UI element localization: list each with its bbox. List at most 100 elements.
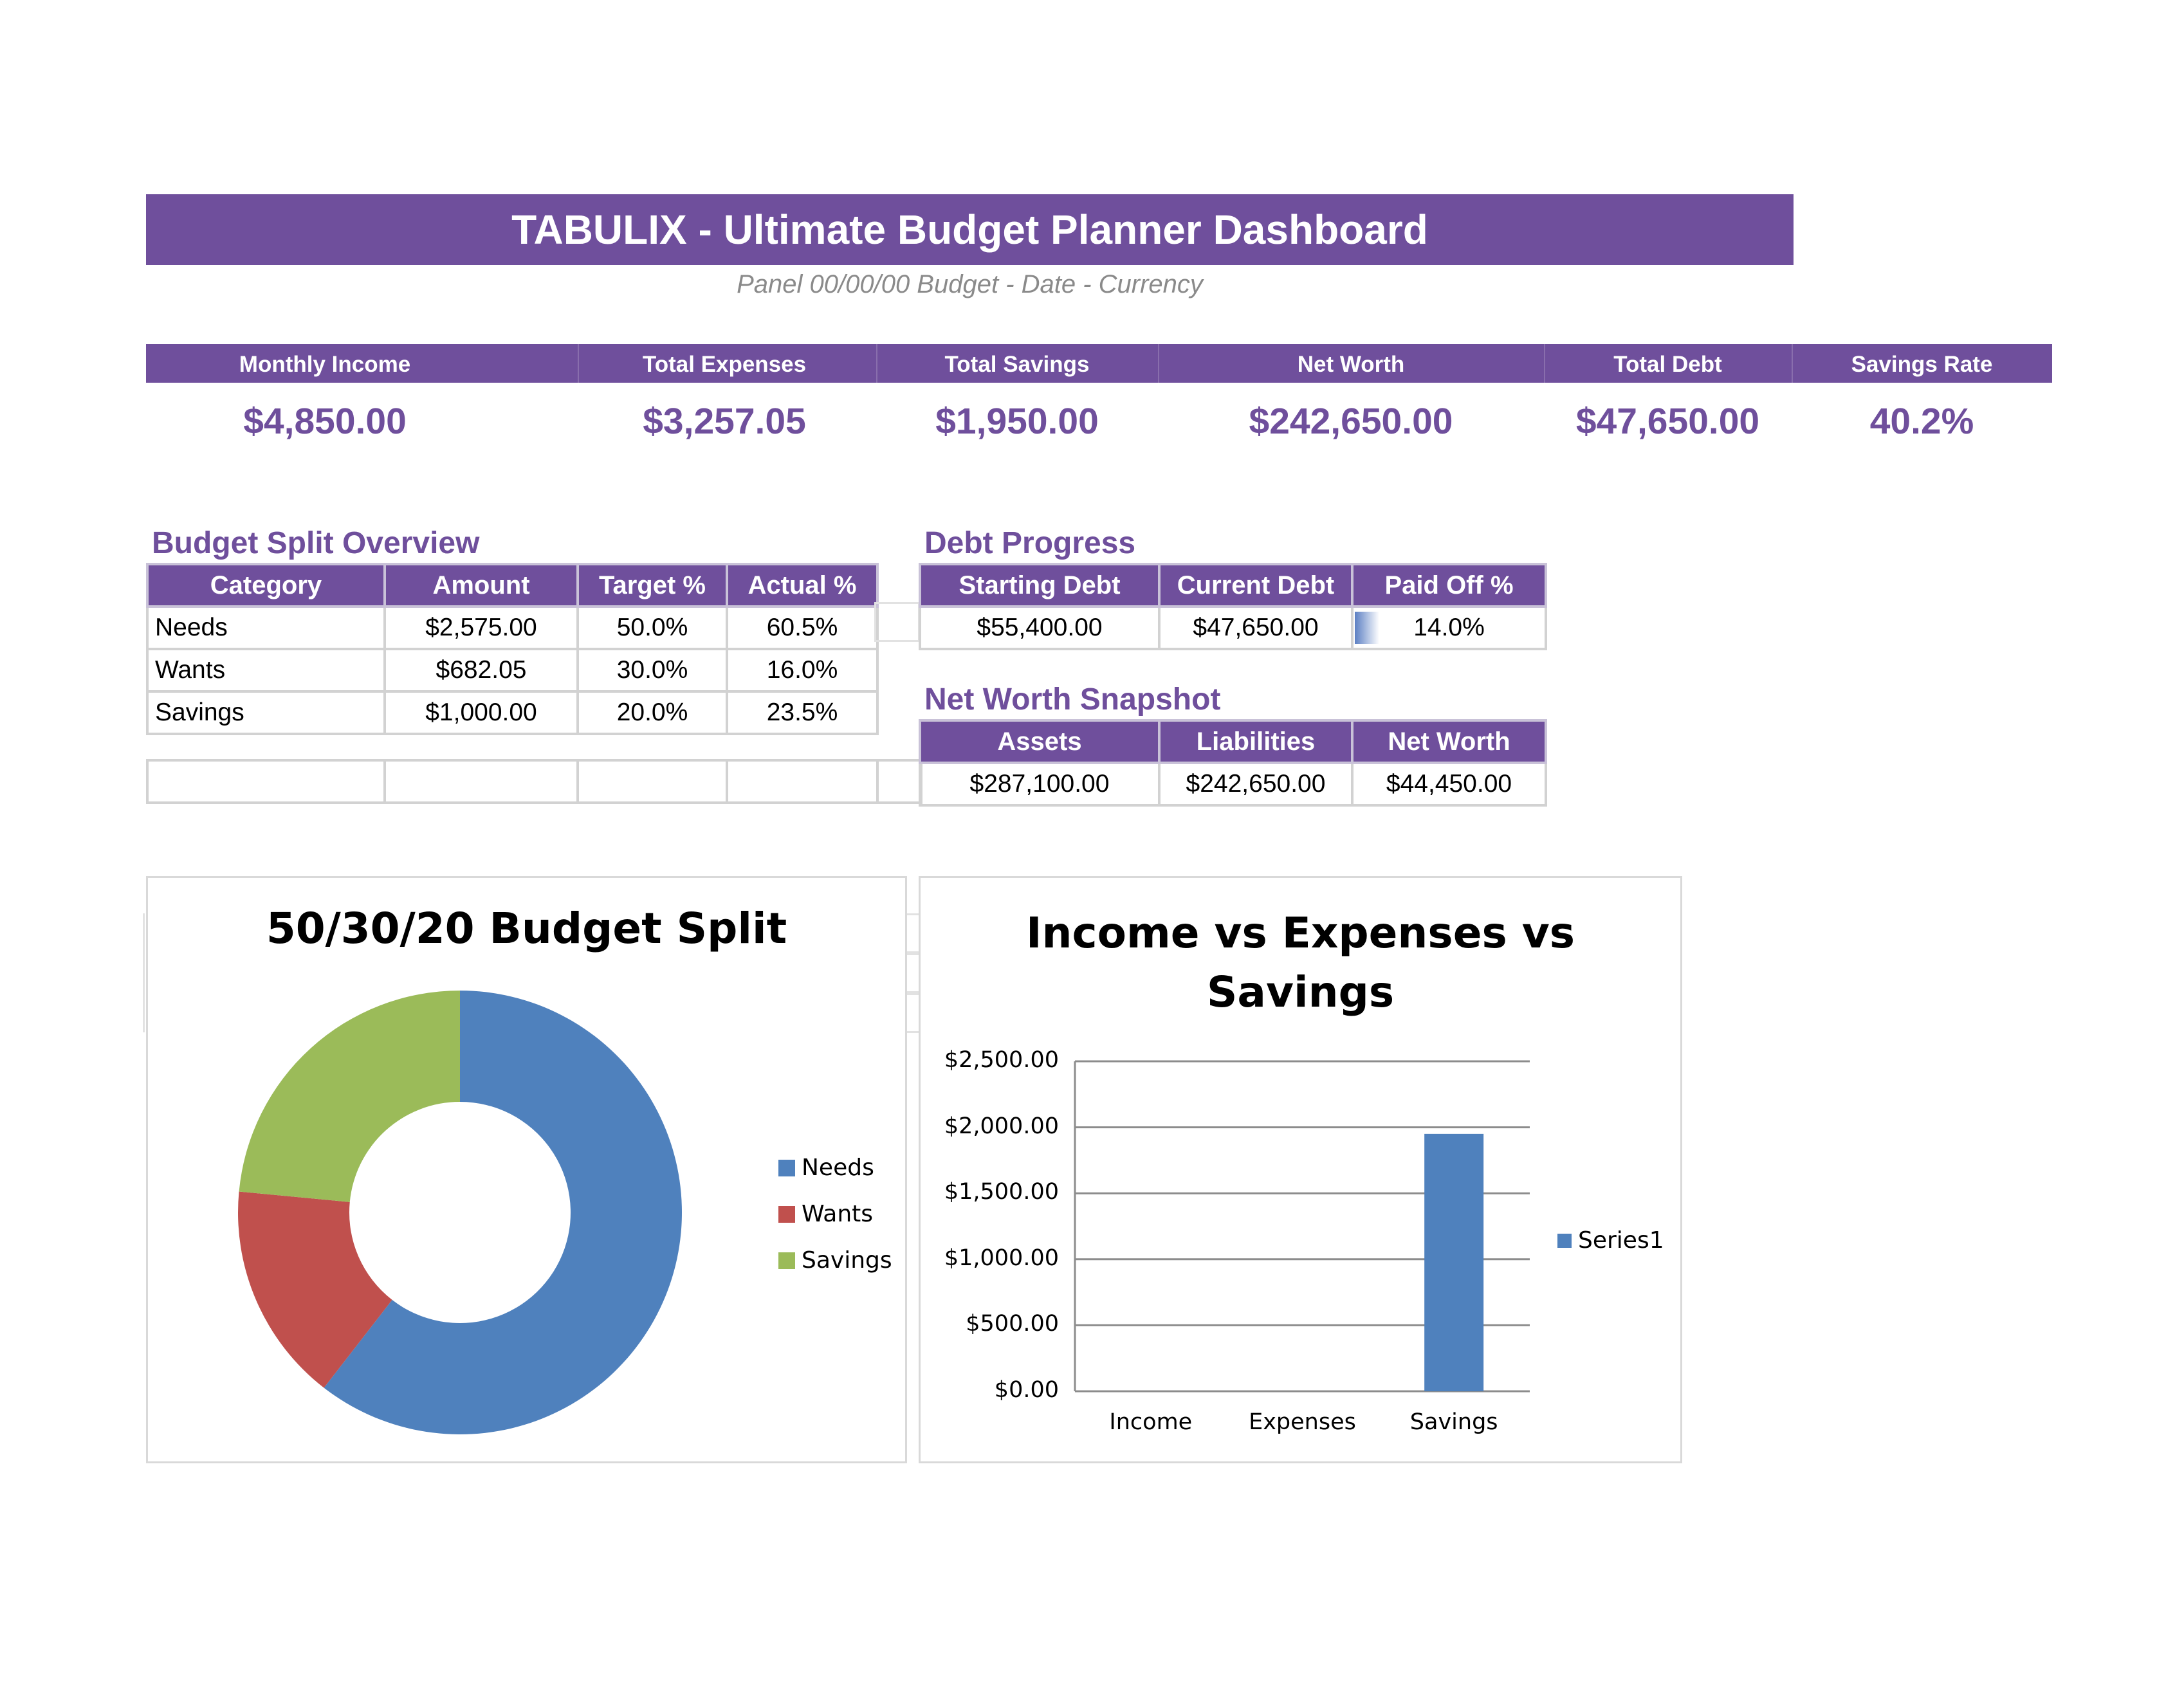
column-header: Paid Off % [1351,563,1547,608]
y-tick-label: $500.00 [966,1311,1059,1337]
kpi-value-total-savings: $1,950.00 [935,401,1099,442]
amount-cell: $1,000.00 [383,690,579,735]
paid-off-cell: 14.0% [1351,605,1547,650]
target-cell: 50.0% [576,605,728,650]
legend-swatch [778,1252,795,1269]
kpi-value-net-worth: $242,650.00 [1249,401,1453,442]
actual-cell: 16.0% [726,648,879,693]
table-header-row: Starting Debt Current Debt Paid Off % [919,563,1547,608]
kpi-label-monthly-income: Monthly Income [239,352,411,377]
paid-off-databar [1355,612,1379,644]
kpi-header-bar: Monthly Income Total Expenses Total Savi… [146,344,2052,383]
table-row: Savings $1,000.00 20.0% 23.5% [146,690,879,735]
empty-cell [383,759,579,804]
x-category-label: Savings [1409,1409,1498,1435]
bar-chart-title: Income vs Expenses vs Savings [1025,908,1575,1017]
kpi-label-total-savings: Total Savings [944,352,1090,377]
budget-split-table: Category Amount Target % Actual % Needs … [146,563,879,735]
kpi-divider [1158,344,1159,383]
legend-label: Needs [802,1155,874,1181]
legend-swatch [778,1159,795,1176]
legend-swatch [778,1205,795,1223]
kpi-value-monthly-income: $4,850.00 [243,401,407,442]
x-category-label: Expenses [1249,1409,1356,1435]
column-header: Net Worth [1351,719,1547,764]
net-worth-table: Assets Liabilities Net Worth $287,100.00… [919,719,1547,807]
column-header: Actual % [726,563,879,608]
donut-chart-title: 50/30/20 Budget Split [266,904,787,953]
budget-split-chart: 50/30/20 Budget Split Needs Wants Saving… [146,876,907,1463]
empty-cell [874,602,920,642]
y-tick-label: $1,000.00 [944,1245,1059,1271]
legend-item-savings: Savings [778,1247,892,1274]
table-row: Needs $2,575.00 50.0% 60.5% [146,605,879,650]
y-tick-label: $0.00 [994,1377,1059,1403]
legend-label: Series1 [1578,1227,1664,1254]
y-tick-label: $2,500.00 [944,1047,1059,1073]
liabilities-cell: $242,650.00 [1158,762,1354,807]
kpi-label-total-debt: Total Debt [1613,352,1722,377]
table-row [146,759,922,804]
category-cell: Needs [146,605,386,650]
net-worth-snapshot-title: Net Worth Snapshot [924,682,1221,717]
empty-row-table [146,759,922,804]
bar-savings [1424,1133,1484,1391]
table-row: $55,400.00 $47,650.00 14.0% [919,605,1547,650]
kpi-label-savings-rate: Savings Rate [1851,352,1993,377]
kpi-value-savings-rate: 40.2% [1869,401,1974,442]
dashboard-subtitle: Panel 00/00/00 Budget - Date - Currency [737,270,1203,298]
kpi-divider [876,344,877,383]
table-row: $287,100.00 $242,650.00 $44,450.00 [919,762,1547,807]
target-cell: 20.0% [576,690,728,735]
category-cell: Savings [146,690,386,735]
table-header-row: Category Amount Target % Actual % [146,563,879,608]
x-category-label: Income [1109,1409,1193,1435]
legend-swatch [1557,1233,1572,1248]
legend-item-wants: Wants [778,1201,873,1227]
starting-debt-cell: $55,400.00 [919,605,1161,650]
category-cell: Wants [146,648,386,693]
actual-cell: 60.5% [726,605,879,650]
donut-slice-wants [238,1191,392,1388]
legend-label: Savings [802,1247,892,1274]
legend-item-needs: Needs [778,1155,874,1181]
donut-slice-savings [239,991,460,1202]
empty-cell [726,759,879,804]
column-header: Starting Debt [919,563,1161,608]
legend-label: Wants [802,1201,874,1227]
amount-cell: $2,575.00 [383,605,579,650]
bar-chart-svg [1074,1060,1530,1393]
kpi-divider [1544,344,1545,383]
kpi-divider [1792,344,1793,383]
column-header: Assets [919,719,1161,764]
title-banner: TABULIX - Ultimate Budget Planner Dashbo… [146,194,1794,265]
legend-item-series1: Series1 [1557,1227,1664,1254]
empty-cell [146,759,386,804]
dashboard-title: TABULIX - Ultimate Budget Planner Dashbo… [511,206,1428,253]
kpi-label-total-expenses: Total Expenses [642,352,807,377]
kpi-label-net-worth: Net Worth [1297,352,1405,377]
kpi-value-total-expenses: $3,257.05 [643,401,806,442]
paid-off-value: 14.0% [1413,614,1485,641]
empty-cell [576,759,728,804]
amount-cell: $682.05 [383,648,579,693]
donut-slice-needs [324,991,682,1434]
kpi-value-total-debt: $47,650.00 [1575,401,1760,442]
empty-cell [876,759,922,804]
income-expenses-chart: Income vs Expenses vs Savings $0.00 $500.… [919,876,1682,1463]
background-cell [143,913,147,1032]
target-cell: 30.0% [576,648,728,693]
assets-cell: $287,100.00 [919,762,1161,807]
column-header: Target % [576,563,728,608]
y-tick-label: $2,000.00 [944,1113,1059,1139]
column-header: Current Debt [1158,563,1354,608]
kpi-divider [578,344,579,383]
debt-progress-title: Debt Progress [924,526,1136,560]
y-tick-label: $1,500.00 [944,1179,1059,1205]
actual-cell: 23.5% [726,690,879,735]
net-worth-cell: $44,450.00 [1351,762,1547,807]
current-debt-cell: $47,650.00 [1158,605,1354,650]
donut-chart-svg [238,991,682,1434]
column-header: Amount [383,563,579,608]
budget-split-title: Budget Split Overview [152,526,480,560]
